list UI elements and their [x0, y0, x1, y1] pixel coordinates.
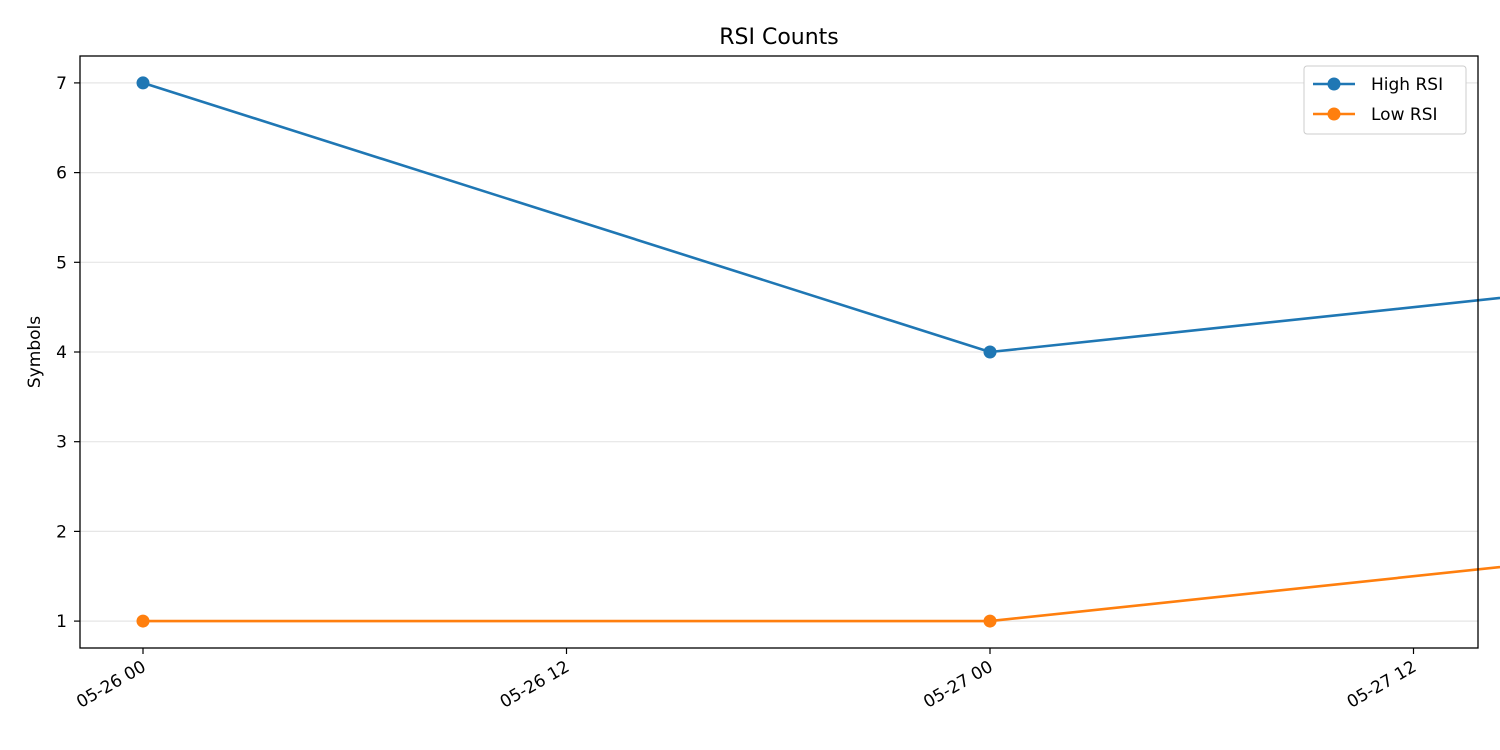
x-tick-label: 05-26 00 [73, 657, 149, 713]
y-tick-label: 1 [56, 612, 67, 632]
legend-marker [1327, 107, 1341, 121]
series-lines [136, 76, 1500, 628]
y-tick-label: 2 [56, 522, 67, 542]
y-tick-label: 3 [56, 433, 67, 453]
x-tick-label: 05-27 00 [920, 657, 996, 713]
y-axis-label: Symbols [25, 316, 45, 388]
data-point [136, 76, 150, 90]
data-point [983, 345, 997, 359]
legend-label: High RSI [1371, 75, 1443, 95]
data-point [136, 614, 150, 628]
legend: High RSI Low RSI [1303, 65, 1467, 135]
y-tick-label: 7 [56, 74, 67, 94]
y-axis: 1 2 3 4 5 6 7 [56, 74, 80, 632]
y-tick-label: 6 [56, 164, 67, 184]
x-tick-label: 05-26 12 [497, 657, 573, 713]
x-tick-label: 05-27 12 [1344, 657, 1420, 713]
chart-title: RSI Counts [719, 25, 839, 50]
y-tick-label: 5 [56, 253, 67, 273]
legend-label: Low RSI [1371, 105, 1438, 125]
legend-marker [1327, 77, 1341, 91]
data-point [983, 614, 997, 628]
y-tick-label: 4 [56, 343, 67, 363]
series-line [142, 81, 1500, 354]
series-line [143, 565, 1500, 623]
